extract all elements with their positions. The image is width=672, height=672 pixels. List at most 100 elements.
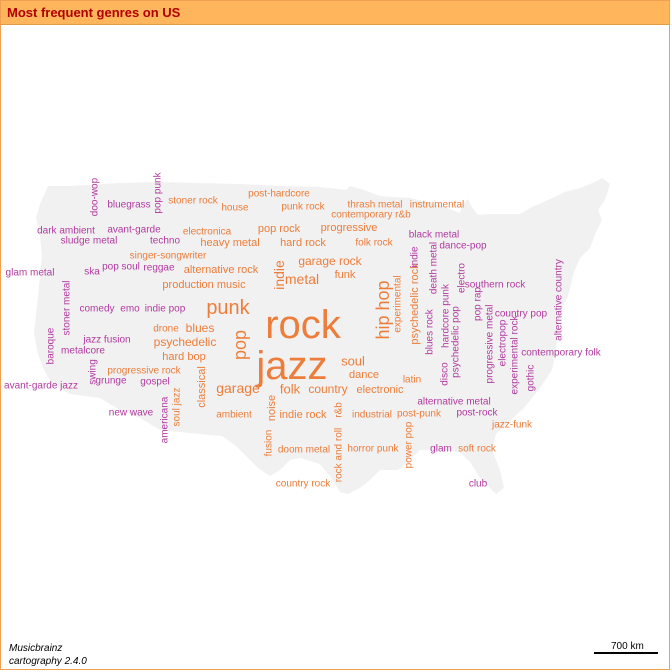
genre-label: metalcore — [61, 346, 105, 357]
genre-label: singer-songwriter — [130, 251, 207, 262]
genre-label: alternative country — [554, 259, 565, 341]
genre-label: swing — [88, 359, 99, 385]
genre-label: dance — [349, 369, 379, 381]
genre-label: dark ambient — [37, 226, 95, 237]
genre-label: ambient — [216, 410, 252, 421]
genre-label: electronica — [183, 227, 232, 238]
credit-line-2: cartography 2.4.0 — [9, 656, 87, 667]
genre-label: blues rock — [425, 308, 436, 355]
genre-label: disco — [440, 362, 451, 386]
genre-label: progressive — [321, 222, 378, 234]
genre-label: indie — [271, 260, 287, 290]
genre-label: black metal — [409, 230, 460, 241]
genre-label: power pop — [404, 421, 415, 468]
genre-label: experimental — [393, 275, 404, 332]
genre-label: jazz fusion — [82, 335, 130, 346]
genre-label: punk rock — [281, 202, 325, 213]
title-bar: Most frequent genres on US — [1, 1, 669, 25]
genre-label: indie rock — [279, 409, 327, 421]
genre-label: electropop — [498, 319, 509, 366]
genre-label: pop punk — [153, 171, 164, 213]
genre-label: dance-pop — [439, 241, 487, 252]
genre-label: horror punk — [347, 444, 399, 455]
genre-label: stoner rock — [168, 196, 218, 207]
genre-label: glam metal — [6, 268, 55, 279]
genre-label: contemporary r&b — [331, 210, 411, 221]
genre-label: heavy metal — [200, 237, 259, 249]
genre-label: country rock — [276, 479, 331, 490]
genre-label: pop soul — [102, 262, 140, 273]
genre-label: doom metal — [278, 445, 330, 456]
genre-label: country — [308, 382, 347, 396]
genre-label: experimental rock — [510, 315, 521, 395]
genre-label: folk rock — [355, 238, 393, 249]
genre-label: garage rock — [298, 254, 362, 268]
genre-label: electronic — [356, 384, 404, 396]
genre-label: techno — [150, 236, 180, 247]
genre-label: noise — [266, 395, 278, 421]
genre-label: soul — [341, 354, 365, 369]
genre-label: classical — [196, 366, 208, 408]
genre-label: progressive rock — [107, 366, 181, 377]
genre-label: comedy — [79, 304, 114, 315]
genre-label: indie pop — [145, 304, 186, 315]
genre-label: jazz-funk — [491, 420, 533, 431]
genre-label: r&b — [334, 402, 345, 418]
genre-label: post-hardcore — [248, 189, 310, 200]
genre-label: latin — [403, 375, 421, 386]
genre-label: rock — [265, 303, 342, 347]
genre-label: production music — [162, 279, 246, 291]
scale-bar — [594, 652, 658, 654]
genre-label: electro — [457, 263, 468, 293]
genre-label: gospel — [140, 377, 169, 388]
genre-label: pop — [230, 330, 250, 360]
credit-text: Musicbrainz cartography 2.4.0 — [9, 642, 87, 668]
genre-label: psychedelic rock — [409, 263, 421, 345]
genre-label: grunge — [95, 376, 127, 387]
genre-label: progressive metal — [485, 305, 496, 384]
genre-label: instrumental — [410, 200, 464, 211]
genre-label: avant-garde jazz — [4, 381, 78, 392]
genre-label: rock and roll — [334, 428, 345, 482]
genre-label: house — [221, 203, 249, 214]
genre-label: southern rock — [465, 280, 527, 291]
genre-label: metal — [285, 271, 319, 287]
genre-label: jazz — [255, 344, 327, 388]
genre-label: doo-wop — [90, 177, 101, 216]
genre-label: gothic — [526, 365, 537, 392]
genre-label: ska — [84, 267, 100, 278]
genre-label: americana — [160, 396, 171, 443]
genre-label: hard bop — [162, 351, 205, 363]
genre-label: alternative metal — [417, 397, 490, 408]
genre-label: contemporary folk — [521, 348, 601, 359]
genre-label: sludge metal — [61, 236, 118, 247]
genre-label: fusion — [264, 430, 275, 457]
genre-label: glam — [430, 444, 452, 455]
genre-label: psychedelic pop — [451, 306, 462, 378]
genre-label: punk — [206, 297, 250, 319]
genre-label: folk — [280, 382, 301, 397]
genre-label: new wave — [109, 408, 154, 419]
genre-label: drone — [153, 324, 179, 335]
genre-label: garage — [216, 380, 260, 396]
genre-label: bluegrass — [107, 200, 150, 211]
genre-label: hip hop — [373, 280, 393, 339]
us-land-shape — [34, 178, 610, 494]
scale-label: 700 km — [611, 641, 644, 652]
genre-label: avant-garde — [107, 225, 161, 236]
genre-label: death metal — [429, 242, 440, 294]
genre-label: baroque — [46, 327, 57, 364]
map-title: Most frequent genres on US — [7, 5, 181, 20]
genre-label: thrash metal — [347, 200, 402, 211]
genre-label: post-punk — [397, 409, 442, 420]
genre-label: country pop — [495, 309, 548, 320]
genre-label: pop rap — [473, 287, 484, 321]
genre-label: stoner metal — [62, 280, 73, 335]
genre-label: post-rock — [456, 408, 498, 419]
genre-label: psychedelic — [154, 335, 217, 349]
genre-label: alternative rock — [184, 264, 259, 276]
genre-label: soft rock — [458, 444, 497, 455]
